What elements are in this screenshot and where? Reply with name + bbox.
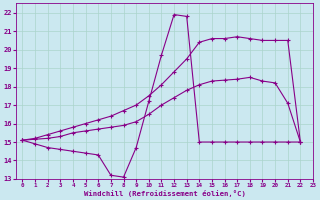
X-axis label: Windchill (Refroidissement éolien,°C): Windchill (Refroidissement éolien,°C): [84, 190, 245, 197]
